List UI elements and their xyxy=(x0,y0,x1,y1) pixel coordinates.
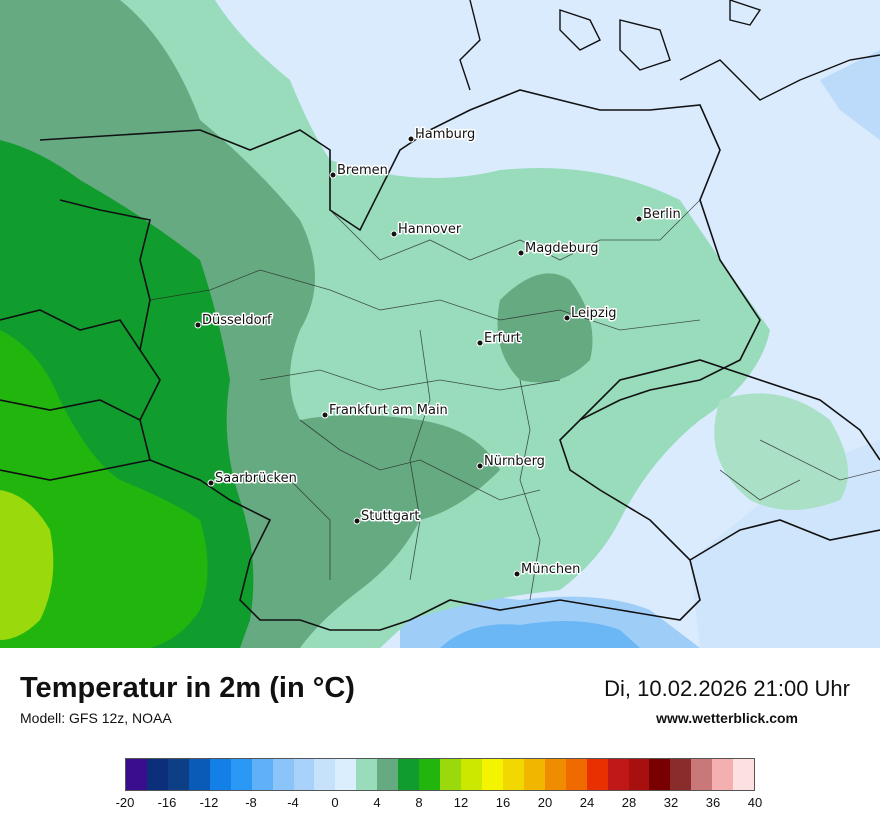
legend-tick-label: 20 xyxy=(537,795,553,810)
city-dot xyxy=(194,321,202,329)
legend-tick-label: 28 xyxy=(621,795,637,810)
city-dot xyxy=(329,171,337,179)
legend-tick-label: -20 xyxy=(115,795,135,810)
temp-zone-yellow-green xyxy=(0,490,54,640)
legend-swatch xyxy=(419,759,441,790)
city-label: Nürnberg xyxy=(484,454,545,469)
legend-tick-label: 8 xyxy=(415,795,423,810)
city-dot xyxy=(476,339,484,347)
forecast-datetime: Di, 10.02.2026 21:00 Uhr xyxy=(604,676,850,701)
city-dot xyxy=(390,230,398,238)
model-info: Modell: GFS 12z, NOAA xyxy=(20,710,172,726)
legend-tick-label: 4 xyxy=(373,795,381,810)
city-dot xyxy=(353,517,361,525)
legend-swatch xyxy=(377,759,399,790)
legend-swatch xyxy=(356,759,378,790)
legend-swatch xyxy=(523,759,545,790)
legend-swatch xyxy=(146,759,168,790)
city-dot xyxy=(476,462,484,470)
city-label: München xyxy=(521,562,580,577)
legend-tick-label: -8 xyxy=(245,795,257,810)
city-label: Erfurt xyxy=(484,331,521,346)
legend-tick-label: -4 xyxy=(287,795,299,810)
legend-swatch xyxy=(544,759,566,790)
map-title: Temperatur in 2m (in °C) xyxy=(20,672,355,704)
legend-swatch xyxy=(502,759,524,790)
city-dot xyxy=(207,479,215,487)
legend-tick-label: 0 xyxy=(331,795,339,810)
legend-swatch xyxy=(712,759,734,790)
legend-swatch xyxy=(691,759,713,790)
legend-swatch xyxy=(314,759,336,790)
legend-swatch xyxy=(126,759,147,790)
legend-swatch xyxy=(167,759,189,790)
city-label: Magdeburg xyxy=(525,241,599,256)
legend-swatch xyxy=(649,759,671,790)
legend-swatch xyxy=(272,759,294,790)
country-borders xyxy=(0,89,880,631)
legend-swatch xyxy=(398,759,420,790)
city-label: Bremen xyxy=(337,163,388,178)
legend-swatch xyxy=(733,759,755,790)
legend-tick-label: 32 xyxy=(663,795,679,810)
legend-tick-label: 24 xyxy=(579,795,595,810)
legend-swatch xyxy=(461,759,482,790)
temp-zone-blue-east xyxy=(820,50,880,140)
legend-swatch xyxy=(440,759,461,790)
city-dot xyxy=(635,215,643,223)
legend-tick-label: -12 xyxy=(199,795,219,810)
city-label: Düsseldorf xyxy=(202,313,272,328)
state-borders xyxy=(149,199,880,601)
legend-tick-label: 36 xyxy=(705,795,721,810)
city-label: Saarbrücken xyxy=(215,471,297,486)
temp-zone-dark-mint-center xyxy=(497,273,593,383)
legend-swatch xyxy=(607,759,629,790)
city-markers: Hamburg Bremen Berlin Hannover Magdeburg Leip… xyxy=(194,126,682,579)
legend-swatch xyxy=(481,759,503,790)
city-label: Stuttgart xyxy=(361,509,419,524)
legend-tick-label: 12 xyxy=(453,795,469,810)
legend-swatch xyxy=(628,759,650,790)
footer: Temperatur in 2m (in °C) Modell: GFS 12z… xyxy=(0,648,880,830)
legend-tick-label: 16 xyxy=(495,795,511,810)
legend-swatch xyxy=(335,759,357,790)
legend-swatch xyxy=(230,759,252,790)
website-link[interactable]: www.wetterblick.com xyxy=(656,710,798,726)
legend-swatch xyxy=(670,759,692,790)
legend-tick-label: 40 xyxy=(747,795,763,810)
city-dot xyxy=(517,249,525,257)
city-label: Hannover xyxy=(398,222,462,237)
city-dot xyxy=(321,411,329,419)
legend-swatch xyxy=(565,759,587,790)
legend-swatch xyxy=(251,759,273,790)
city-dot xyxy=(513,570,521,578)
legend-swatch xyxy=(209,759,231,790)
legend-tick-label: -16 xyxy=(157,795,177,810)
city-dot xyxy=(407,135,415,143)
legend-swatch xyxy=(586,759,608,790)
city-label: Leipzig xyxy=(571,306,617,321)
temp-zone-blue-south-deep xyxy=(440,621,640,648)
city-label: Frankfurt am Main xyxy=(329,403,448,418)
city-label: Hamburg xyxy=(415,127,475,142)
legend-swatch xyxy=(188,759,210,790)
legend-ticks: -20 -16 -12 -8 -4 0 4 8 12 16 20 24 28 32 36 40 xyxy=(116,795,763,815)
city-label: Berlin xyxy=(643,207,681,222)
legend-swatch xyxy=(293,759,315,790)
color-legend xyxy=(125,758,755,791)
temp-zone-mint-east xyxy=(714,393,848,510)
city-dot xyxy=(563,314,571,322)
temperature-map: Hamburg Bremen Berlin Hannover Magdeburg Leip… xyxy=(0,0,880,648)
